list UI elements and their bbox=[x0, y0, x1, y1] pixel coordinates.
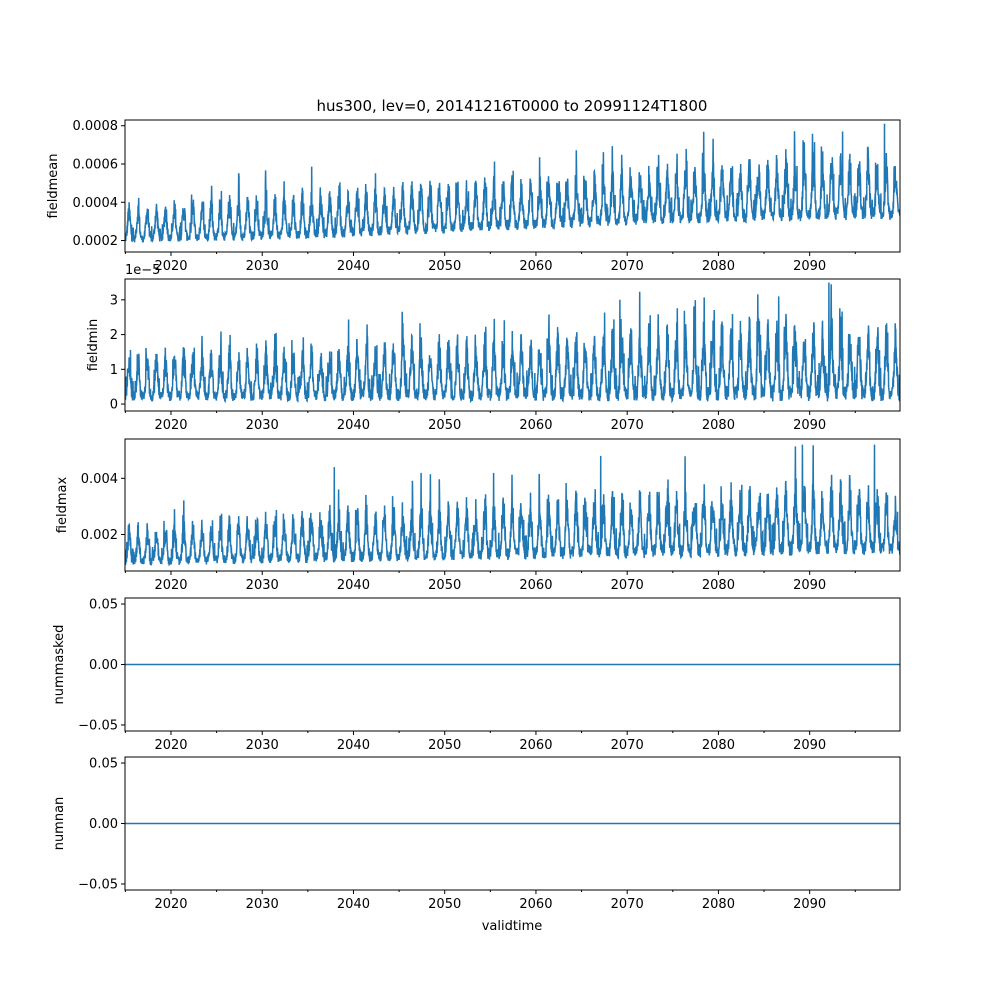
x-tick-label: 2030 bbox=[246, 738, 279, 753]
x-tick-label: 2050 bbox=[428, 897, 461, 912]
y-tick-label: 0.002 bbox=[81, 528, 118, 543]
x-tick-label: 2060 bbox=[519, 418, 552, 433]
x-tick-label: 2020 bbox=[154, 897, 187, 912]
x-tick-label: 2020 bbox=[154, 738, 187, 753]
series-line-fieldmin bbox=[125, 282, 900, 404]
y-tick-label: 3 bbox=[110, 293, 118, 308]
y-tick-label: 1 bbox=[110, 363, 118, 378]
x-tick-label: 2050 bbox=[428, 738, 461, 753]
x-tick-label: 2060 bbox=[519, 897, 552, 912]
x-tick-label: 2090 bbox=[793, 578, 826, 593]
y-tick-label: 0 bbox=[110, 398, 118, 413]
x-tick-label: 2070 bbox=[611, 738, 644, 753]
y-tick-label: 2 bbox=[110, 328, 118, 343]
y-axis-label: nummasked bbox=[52, 625, 67, 705]
x-tick-label: 2030 bbox=[246, 578, 279, 593]
axes-frame bbox=[124, 278, 901, 412]
series-line-fieldmean bbox=[125, 123, 900, 243]
x-tick-label: 2070 bbox=[611, 418, 644, 433]
x-tick-label: 2060 bbox=[519, 738, 552, 753]
x-tick-label: 2020 bbox=[154, 418, 187, 433]
x-tick-label: 2030 bbox=[246, 897, 279, 912]
subplot-panels: 2020 2030 2040 2050 2060 2070 2080 20900.00020.… bbox=[46, 119, 901, 912]
x-tick-label: 2020 bbox=[154, 578, 187, 593]
axes-frame bbox=[124, 438, 901, 572]
y-tick-label: 0.004 bbox=[81, 472, 118, 487]
y-tick-label: 0.05 bbox=[89, 757, 118, 772]
series-line-fieldmax bbox=[125, 444, 900, 567]
subplot-numnan: 2020 2030 2040 2050 2060 2070 2080 2090 −0.05 0.0… bbox=[52, 756, 901, 912]
subplot-nummasked: 2020 2030 2040 2050 2060 2070 2080 2090 −0.05 0.0… bbox=[52, 597, 901, 753]
x-tick-label: 2020 bbox=[154, 259, 187, 274]
x-tick-label: 2040 bbox=[337, 259, 370, 274]
subplot-fieldmax: 2020 2030 2040 2050 2060 2070 2080 2090 0.002 0.0… bbox=[55, 438, 901, 593]
y-tick-label: 0.0002 bbox=[73, 234, 119, 249]
subplot-fieldmin: 2020 2030 2040 2050 2060 2070 2080 2090 0 1 2 3 1e−5… bbox=[86, 263, 901, 433]
x-axis-label: validtime bbox=[482, 919, 543, 934]
x-tick-label: 2040 bbox=[337, 578, 370, 593]
y-offset-label: 1e−5 bbox=[125, 263, 160, 278]
y-tick-label: 0.0006 bbox=[73, 158, 119, 173]
y-tick-label: −0.05 bbox=[78, 718, 118, 733]
x-tick-label: 2090 bbox=[793, 418, 826, 433]
x-tick-label: 2040 bbox=[337, 897, 370, 912]
x-tick-label: 2040 bbox=[337, 738, 370, 753]
y-tick-label: 0.0008 bbox=[73, 119, 119, 134]
x-tick-label: 2070 bbox=[611, 259, 644, 274]
x-tick-label: 2090 bbox=[793, 259, 826, 274]
y-tick-label: 0.05 bbox=[89, 598, 118, 613]
x-tick-label: 2080 bbox=[702, 259, 735, 274]
x-tick-label: 2070 bbox=[611, 578, 644, 593]
x-tick-label: 2050 bbox=[428, 259, 461, 274]
x-tick-label: 2090 bbox=[793, 897, 826, 912]
x-tick-label: 2050 bbox=[428, 578, 461, 593]
x-tick-label: 2070 bbox=[611, 897, 644, 912]
y-tick-label: 0.00 bbox=[89, 658, 118, 673]
axes-frame bbox=[124, 119, 901, 253]
y-axis-label: fieldmax bbox=[55, 477, 70, 534]
x-tick-label: 2080 bbox=[702, 418, 735, 433]
y-axis-label: numnan bbox=[52, 797, 67, 851]
y-axis-label: fieldmean bbox=[46, 154, 61, 219]
x-tick-label: 2030 bbox=[246, 418, 279, 433]
x-tick-label: 2060 bbox=[519, 578, 552, 593]
x-tick-label: 2080 bbox=[702, 578, 735, 593]
x-tick-label: 2040 bbox=[337, 418, 370, 433]
y-tick-label: −0.05 bbox=[78, 877, 118, 892]
y-axis-label: fieldmin bbox=[86, 319, 101, 372]
chart-title: hus300, lev=0, 20141216T0000 to 20991124… bbox=[317, 97, 708, 115]
x-tick-label: 2050 bbox=[428, 418, 461, 433]
x-tick-label: 2060 bbox=[519, 259, 552, 274]
subplot-fieldmean: 2020 2030 2040 2050 2060 2070 2080 2090 0.0002 0.… bbox=[46, 119, 901, 274]
x-tick-label: 2080 bbox=[702, 738, 735, 753]
y-tick-label: 0.00 bbox=[89, 817, 118, 832]
x-tick-label: 2090 bbox=[793, 738, 826, 753]
y-tick-label: 0.0004 bbox=[73, 196, 119, 211]
x-tick-label: 2030 bbox=[246, 259, 279, 274]
x-tick-label: 2080 bbox=[702, 897, 735, 912]
